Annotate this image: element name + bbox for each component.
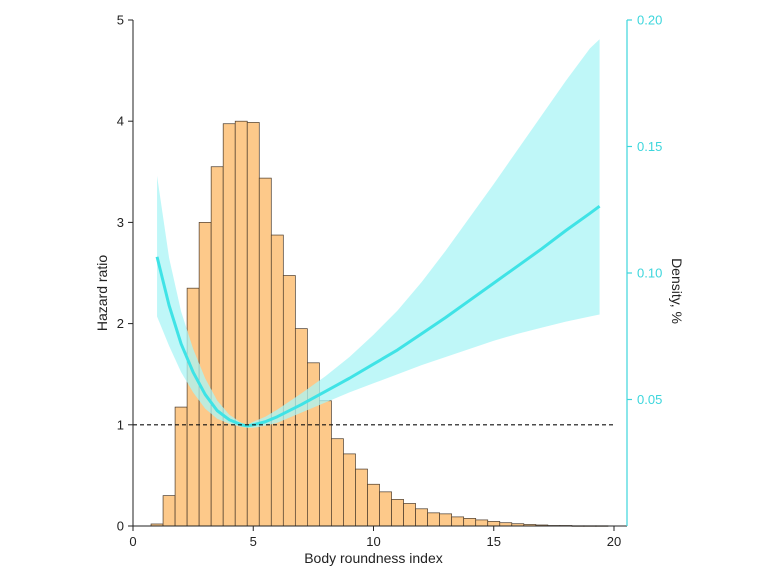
histogram-bar [162, 495, 176, 527]
histogram-bar [463, 518, 477, 527]
y2-tick-label: 0.15 [637, 139, 662, 154]
x-axis-title: Body roundness index [304, 550, 443, 566]
x-tick-label: 0 [129, 534, 136, 549]
histogram-bar [270, 234, 284, 527]
histogram-bar [246, 122, 260, 527]
histogram-bar [439, 513, 453, 527]
histogram-bar [403, 503, 416, 527]
y2-tick-label: 0.10 [637, 266, 662, 281]
x-tick-label: 10 [366, 534, 380, 549]
histogram-bar [294, 328, 308, 527]
histogram-bar [234, 120, 248, 527]
histogram-bar [331, 438, 344, 527]
y-tick-label: 4 [117, 114, 124, 129]
histogram-bar [391, 499, 404, 527]
y-tick-label: 5 [117, 13, 124, 28]
y2-tick-label: 0.20 [637, 13, 662, 28]
histogram-bar [415, 508, 428, 527]
y-tick-label: 2 [117, 316, 124, 331]
hazard-curve-layer [155, 205, 601, 428]
histogram-bar [451, 516, 465, 527]
histogram-bar [210, 166, 224, 527]
x-tick-label: 5 [250, 534, 257, 549]
histogram-bar [475, 519, 489, 527]
x-tick-label: 20 [607, 534, 621, 549]
confidence-band-layer [157, 39, 600, 428]
y2-tick-label: 0.05 [637, 392, 662, 407]
histogram-bar [319, 400, 332, 527]
histogram-bar [258, 177, 272, 527]
y-tick-label: 1 [117, 417, 124, 432]
hazard-ratio-line [155, 205, 601, 428]
histogram-bar [355, 468, 368, 527]
histogram-bar [427, 512, 440, 527]
histogram-bar [379, 491, 392, 527]
y-tick-label: 0 [117, 519, 124, 534]
histogram-bar [343, 453, 356, 527]
histogram-bar [186, 287, 200, 527]
histogram-bar [487, 521, 501, 527]
y-tick-label: 3 [117, 215, 124, 230]
histogram-bar [367, 483, 380, 527]
y-axis-title: Hazard ratio [94, 255, 110, 331]
y2-axis-title: Density, % [669, 258, 685, 324]
confidence-band [157, 39, 600, 428]
labels-layer: Body roundness index Hazard ratio Densit… [94, 255, 685, 566]
x-tick-label: 15 [487, 534, 501, 549]
histogram-bar [222, 123, 236, 527]
axes-layer: 0 1 2 3 4 5 0 5 10 15 20 0.05 0.10 0.15 0.20 [117, 13, 663, 550]
